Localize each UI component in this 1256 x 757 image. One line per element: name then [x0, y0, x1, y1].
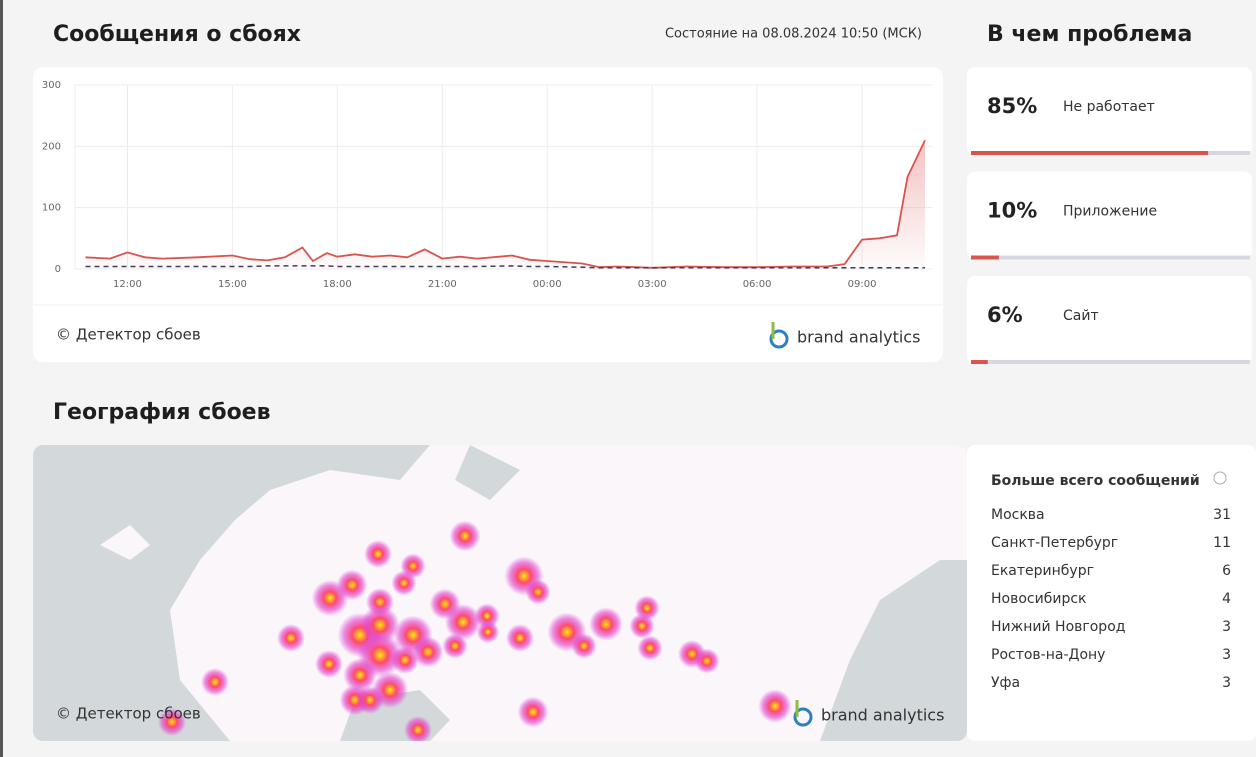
region-count: 6 — [1222, 563, 1231, 579]
map — [33, 445, 967, 741]
heat-spot — [158, 708, 186, 736]
chart-card — [33, 67, 943, 362]
brand-logo — [793, 700, 813, 727]
x-tick-label: 12:00 — [113, 279, 142, 290]
heat-spot — [629, 613, 655, 639]
problem-name: Сайт — [1063, 308, 1099, 324]
region-name: Уфа — [991, 675, 1020, 691]
heat-spot — [356, 686, 384, 714]
window-edge — [0, 0, 3, 757]
heat-spot — [517, 696, 549, 728]
heat-spot — [336, 569, 368, 601]
y-tick-label: 200 — [42, 141, 61, 152]
heat-spot — [506, 624, 534, 652]
status: Состояние на 08.08.2024 10:50 (МСК) — [665, 27, 922, 42]
heat-spot — [571, 633, 597, 659]
problem-name: Приложение — [1063, 204, 1157, 220]
region-name: Нижний Новгород — [991, 619, 1125, 635]
credit: © Детектор сбоев — [56, 326, 201, 344]
heat-spot — [343, 658, 377, 692]
region-count: 3 — [1222, 675, 1231, 691]
progress-bar — [971, 255, 999, 260]
x-tick-label: 03:00 — [638, 279, 667, 290]
problem-card — [967, 276, 1252, 364]
line — [85, 265, 925, 269]
progress-track — [971, 255, 1250, 260]
sea — [455, 445, 520, 500]
x-tick-label: 15:00 — [218, 279, 247, 290]
region-name: Ростов-на-Дону — [991, 647, 1105, 663]
regions-card — [967, 445, 1256, 741]
line — [85, 139, 926, 269]
progress-track — [971, 360, 1250, 364]
problem-percent: 10% — [987, 199, 1037, 223]
heat-spot — [360, 605, 400, 645]
help-icon[interactable] — [1213, 471, 1227, 485]
problem-card — [967, 67, 1252, 155]
region-count: 31 — [1213, 507, 1231, 523]
progress-bar — [971, 151, 1209, 155]
problem-percent: 6% — [987, 303, 1023, 327]
heat-spot — [391, 570, 417, 596]
region-count: 3 — [1222, 619, 1231, 635]
credit: © Детектор сбоев — [56, 705, 201, 723]
brand: brand analytics — [797, 328, 920, 347]
region-count: 11 — [1213, 535, 1231, 551]
heat-spot — [758, 689, 792, 723]
heat-spot — [694, 648, 720, 674]
heat-spot — [476, 620, 500, 644]
land — [100, 525, 150, 560]
problem-percent: 85% — [987, 94, 1037, 118]
region-count: 4 — [1222, 591, 1231, 607]
heat-spot — [391, 646, 419, 674]
x-tick-label: 00:00 — [533, 279, 562, 290]
regions-title: Больше всего сообщений — [991, 473, 1200, 489]
region-name: Санкт-Петербург — [991, 535, 1118, 551]
region-name: Екатеринбург — [991, 563, 1094, 579]
y-tick-label: 0 — [55, 264, 61, 275]
heat-spot — [412, 636, 444, 668]
heat-spot — [404, 716, 432, 741]
x-tick-label: 18:00 — [323, 279, 352, 290]
y-tick-label: 300 — [42, 80, 61, 91]
x-tick-label: 21:00 — [428, 279, 457, 290]
x-tick-label: 09:00 — [848, 279, 877, 290]
brand: brand analytics — [821, 706, 944, 725]
heat-spot — [637, 635, 663, 661]
heat-spot — [315, 650, 343, 678]
region-count: 3 — [1222, 647, 1231, 663]
sea — [820, 560, 967, 741]
heat-spot — [364, 540, 392, 568]
section-title: В чем проблема — [987, 22, 1192, 47]
heat-spot — [442, 633, 468, 659]
heat-spot — [277, 624, 305, 652]
region-name: Москва — [991, 507, 1045, 523]
heat-spot — [589, 607, 623, 641]
progress-bar — [971, 360, 988, 364]
x-tick-label: 06:00 — [743, 279, 772, 290]
brand-logo — [769, 322, 789, 349]
heat-spot — [201, 668, 229, 696]
heat-spot — [525, 579, 551, 605]
problem-name: Не работает — [1063, 99, 1155, 115]
heat-spot — [449, 520, 481, 552]
region-name: Новосибирск — [991, 591, 1086, 607]
section-title: География сбоев — [53, 400, 271, 425]
problem-card — [967, 171, 1252, 260]
heat-spot — [444, 603, 482, 641]
y-tick-label: 100 — [42, 203, 61, 214]
section-title: Сообщения о сбоях — [53, 22, 301, 47]
